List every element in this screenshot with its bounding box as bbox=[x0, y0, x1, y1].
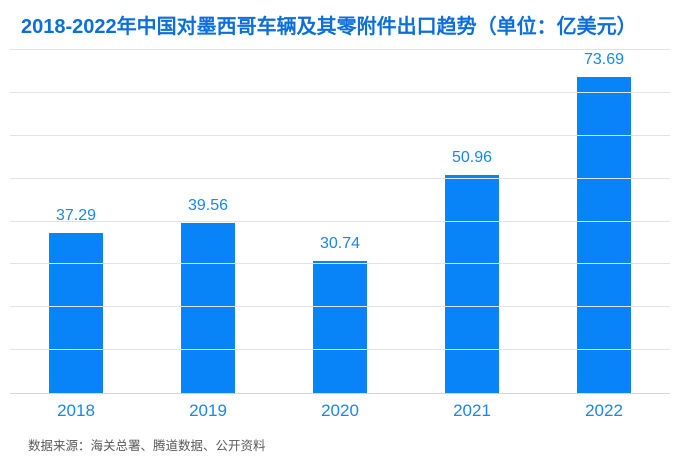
chart-title: 2018-2022年中国对墨西哥车辆及其零附件出口趋势（单位：亿美元） bbox=[21, 16, 637, 38]
bar-2019 bbox=[181, 223, 235, 393]
bar-slot: 50.96 bbox=[406, 50, 538, 393]
bar-value-label: 30.74 bbox=[319, 235, 361, 253]
bar-slot: 30.74 bbox=[274, 50, 406, 393]
bar-value-label: 39.56 bbox=[187, 197, 229, 215]
bar-2022 bbox=[577, 77, 631, 393]
gridline bbox=[10, 134, 670, 136]
x-axis-label: 2018 bbox=[57, 401, 95, 420]
gridline bbox=[10, 220, 670, 222]
x-axis-label: 2019 bbox=[189, 401, 227, 420]
bar-2021 bbox=[445, 174, 499, 393]
gridline bbox=[10, 177, 670, 179]
source-note: 数据来源：海关总署、腾道数据、公开资料 bbox=[28, 439, 266, 453]
gridline bbox=[10, 349, 670, 351]
x-axis-label: 2022 bbox=[585, 401, 623, 420]
bar-slot: 39.56 bbox=[142, 50, 274, 393]
bar-2020 bbox=[313, 261, 367, 393]
plot-area: 37.29 39.56 30.74 50.96 73.69 bbox=[10, 49, 670, 394]
gridline bbox=[10, 91, 670, 93]
bar-value-label: 50.96 bbox=[451, 148, 493, 166]
x-axis-labels: 2018 2019 2020 2021 2022 bbox=[10, 401, 670, 421]
bar-value-label: 73.69 bbox=[583, 51, 625, 69]
bar-value-label: 37.29 bbox=[55, 207, 97, 225]
bar-2018 bbox=[49, 233, 103, 393]
x-axis-label: 2021 bbox=[453, 401, 491, 420]
bar-slot: 73.69 bbox=[538, 50, 670, 393]
gridline bbox=[10, 306, 670, 308]
gridline bbox=[10, 263, 670, 265]
x-axis-label: 2020 bbox=[321, 401, 359, 420]
gridline bbox=[10, 49, 670, 50]
bars-container: 37.29 39.56 30.74 50.96 73.69 bbox=[10, 50, 670, 393]
bar-slot: 37.29 bbox=[10, 50, 142, 393]
